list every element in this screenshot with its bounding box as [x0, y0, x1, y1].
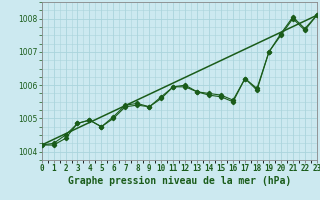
X-axis label: Graphe pression niveau de la mer (hPa): Graphe pression niveau de la mer (hPa): [68, 176, 291, 186]
